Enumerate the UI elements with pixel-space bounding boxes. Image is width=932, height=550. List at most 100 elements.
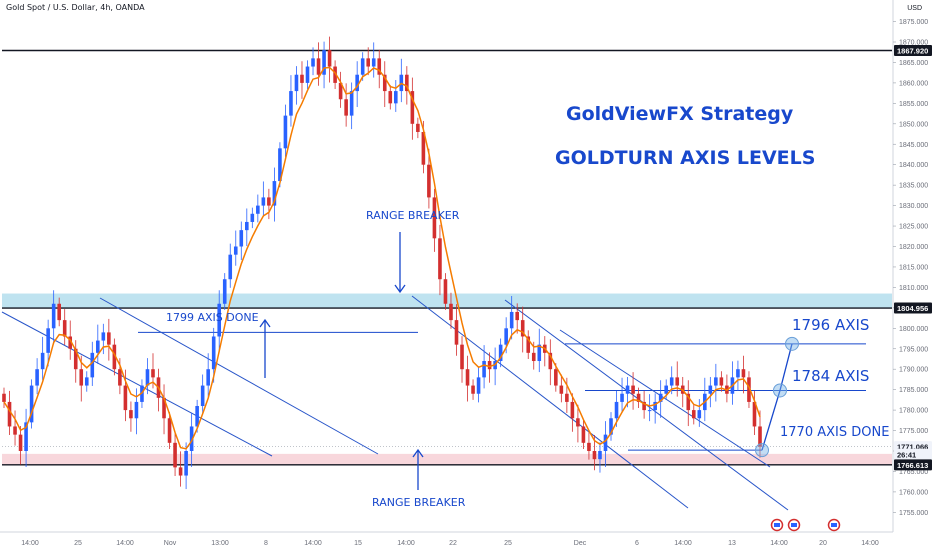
candle-body (344, 99, 348, 116)
price-tick-label: 1775.000 (899, 428, 928, 435)
candle-body (454, 320, 459, 345)
price-tick-label: 1845.000 (899, 142, 928, 149)
flag-icon-fill (831, 523, 837, 527)
axis-1799-up-arrow-head (259, 318, 271, 328)
candle-body (515, 311, 519, 321)
candle-body (526, 336, 531, 353)
candle-body (570, 401, 575, 419)
candle-body (465, 369, 470, 386)
candle-body (101, 332, 106, 341)
candle-body (559, 385, 564, 394)
target-circle (785, 336, 799, 351)
time-tick-label: 14:00 (861, 540, 879, 547)
ema-line (3, 66, 761, 450)
price-tag (894, 448, 932, 460)
time-tick-label: 6 (635, 540, 639, 547)
candle-body (217, 303, 222, 337)
price-tag-label: 1771.066 (897, 443, 928, 452)
candle-body (498, 344, 503, 362)
flag-icon-fill (791, 523, 797, 527)
price-tick-label: 1865.000 (899, 60, 928, 67)
time-axis-layer: 14:00 25 14:00 Nov 13:00 8 14:00 15 14:00 22 25 Dec… (0, 518, 893, 547)
candle-body (691, 410, 696, 419)
candle-body (167, 418, 172, 443)
candle-body (548, 352, 553, 370)
candle-body (355, 74, 359, 92)
candle-body (653, 401, 657, 411)
candle-body (327, 50, 332, 67)
candle-body (531, 352, 536, 362)
currency-label: USD (907, 5, 922, 12)
candle-body (62, 320, 67, 337)
trendline (559, 329, 771, 468)
candle-body (719, 377, 724, 386)
candle-body (752, 401, 757, 427)
candle-body (581, 426, 586, 443)
candle-body (603, 434, 608, 451)
time-tick-label: 13 (728, 540, 736, 547)
candle-body (509, 311, 514, 329)
range-breaker-down-arrow-head (394, 284, 406, 294)
candle-body (305, 66, 310, 83)
candle-body (24, 422, 28, 451)
candle-body (520, 320, 525, 337)
price-tick-label: 1875.000 (899, 19, 928, 26)
candle-body (658, 393, 663, 402)
candle-body (46, 328, 50, 353)
candle-body (675, 377, 680, 386)
candle-body (73, 348, 78, 370)
candle-body (118, 369, 122, 386)
candle-body (708, 385, 713, 394)
candles-layer (2, 36, 762, 490)
candle-body (316, 58, 321, 75)
candle-body (554, 369, 558, 386)
candle-body (300, 74, 304, 83)
time-tick-label: 14:00 (116, 540, 134, 547)
candle-body (631, 385, 635, 394)
candle-body (736, 369, 740, 378)
candle-body (228, 254, 233, 280)
candle-body (322, 50, 326, 75)
candle-body (123, 385, 128, 411)
candle-body (206, 369, 210, 386)
candle-body (382, 74, 387, 92)
candle-body (576, 418, 580, 427)
candle-body (405, 74, 409, 92)
candle-body (222, 279, 227, 304)
target-circle (773, 383, 787, 398)
price-axis-layer: USD 1875.000 1870.000 1865.000 1860.000 1855.… (892, 0, 932, 550)
price-tag-label: 26:41 (897, 450, 916, 459)
candle-body (250, 213, 255, 222)
price-tick-label: 1840.000 (899, 162, 928, 169)
candle-body (741, 369, 746, 378)
range-breaker-up-arrow-head (412, 448, 424, 458)
candle-body (625, 385, 630, 394)
axis-1796-label: 1796 AXIS (792, 316, 870, 334)
candle-body (443, 279, 448, 304)
candle-body (388, 91, 393, 104)
candle-body (29, 385, 34, 423)
price-tick-label: 1870.000 (899, 40, 928, 47)
range-breaker-top-label: RANGE BREAKER (366, 209, 460, 222)
candle-body (90, 352, 95, 378)
candle-body (360, 58, 365, 75)
candle-body (636, 393, 641, 402)
axis-1770-label: 1770 AXIS DONE (780, 425, 890, 440)
candle-body (79, 369, 84, 386)
candle-body (620, 393, 624, 402)
axis-1799-label: 1799 AXIS DONE (166, 311, 259, 324)
candle-body (476, 377, 481, 394)
price-tag-label: 1867.920 (897, 47, 928, 56)
axis-levels-title: GOLDTURN AXIS LEVELS (555, 147, 816, 169)
candle-body (112, 344, 117, 370)
candle-body (200, 385, 205, 407)
price-tick-label: 1860.000 (899, 80, 928, 87)
candle-body (272, 181, 277, 206)
price-tick-label: 1835.000 (899, 183, 928, 190)
candle-body (432, 197, 437, 239)
candle-body (366, 58, 371, 67)
candle-body (393, 91, 398, 104)
candle-body (57, 303, 61, 321)
